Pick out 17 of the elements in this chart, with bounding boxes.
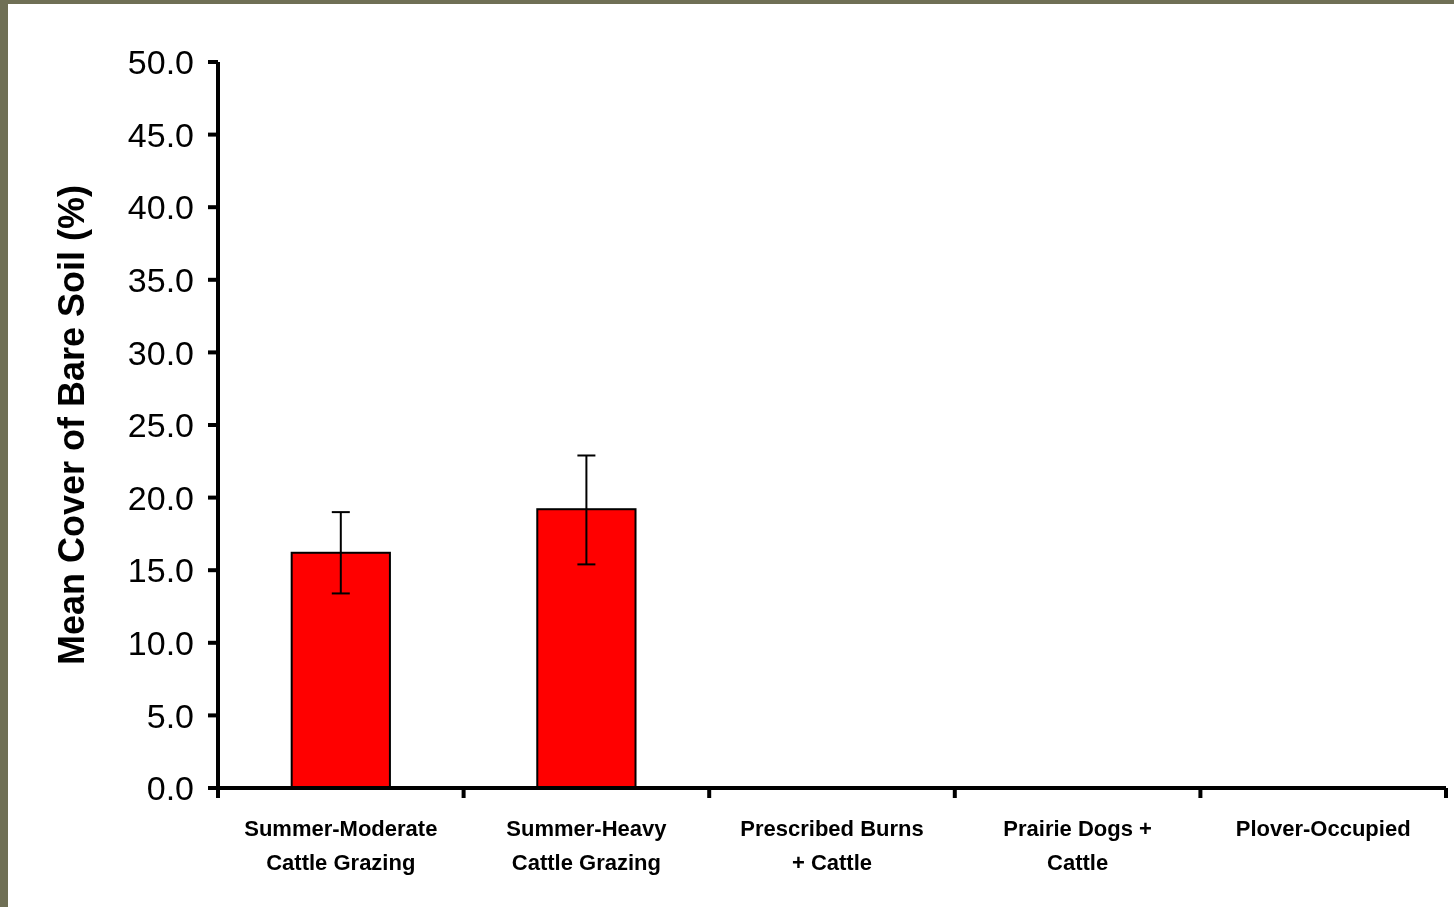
y-tick-label: 25.0	[127, 406, 194, 445]
y-axis-title: Mean Cover of Bare Soil (%)	[51, 184, 92, 666]
x-tick-label: Prescribed Burns + Cattle	[740, 816, 924, 875]
y-tick-label: 0.0	[146, 769, 194, 808]
y-tick-label: 35.0	[127, 261, 194, 300]
y-tick-label: 50.0	[127, 43, 194, 82]
y-tick-label: 5.0	[146, 696, 194, 735]
x-tick-label: Summer-Moderate Cattle Grazing	[244, 816, 438, 875]
x-tick-label: Plover-Occupied	[1235, 816, 1411, 841]
y-tick-label: 40.0	[127, 188, 194, 227]
y-tick-label: 10.0	[127, 624, 194, 663]
x-tick-label: Summer-Heavy Cattle Grazing	[506, 816, 668, 875]
x-tick-label: Prairie Dogs + Cattle	[1003, 816, 1152, 875]
y-tick-label: 20.0	[127, 478, 194, 517]
y-tick-label: 45.0	[127, 115, 194, 154]
y-tick-label: 15.0	[127, 551, 194, 590]
y-tick-label: 30.0	[127, 333, 194, 372]
